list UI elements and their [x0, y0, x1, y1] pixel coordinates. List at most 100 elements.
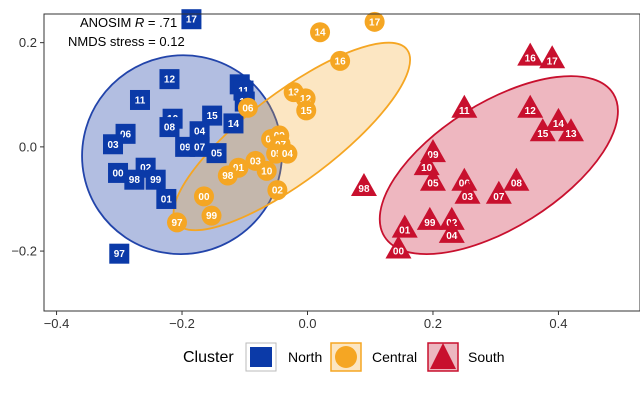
south-point-14: 14: [545, 107, 572, 131]
triangle-marker: [419, 167, 446, 191]
south-point-05: 05: [419, 167, 446, 191]
point-label: 04: [282, 149, 294, 160]
triangle-marker: [557, 118, 584, 142]
point-label: 00: [198, 192, 210, 203]
triangle-marker: [385, 235, 412, 259]
plot-panel-border: [43, 13, 640, 312]
point-label: 98: [358, 184, 370, 195]
square-marker: [159, 117, 180, 138]
legend-label-central: Central: [372, 349, 417, 365]
point-label: 16: [335, 56, 347, 67]
point-label: 11: [459, 106, 470, 117]
triangle-marker: [438, 219, 465, 243]
point-label: 01: [399, 226, 411, 237]
point-label: 14: [228, 119, 240, 130]
y-tick-label: 0.2: [19, 35, 37, 50]
circle-marker: [217, 165, 238, 186]
point-label: 09: [427, 150, 439, 161]
point-label: 03: [250, 156, 262, 167]
square-marker: [206, 143, 227, 164]
circle-marker: [364, 11, 385, 32]
north-point-08: 08: [159, 117, 180, 138]
point-label: 13: [288, 88, 300, 99]
south-point-99: 99: [416, 206, 443, 230]
south-point-00: 00: [385, 235, 412, 259]
point-label: 08: [511, 179, 523, 190]
point-label: 97: [114, 249, 126, 260]
north-point-14: 14: [223, 113, 244, 134]
central-point-97: 97: [167, 212, 188, 233]
y-axis: −0.2 0.0 0.2: [11, 35, 44, 259]
point-label: 12: [300, 94, 312, 105]
x-tick-label: 0.2: [424, 316, 442, 331]
north-point-98: 98: [124, 169, 145, 190]
x-tick-label: −0.2: [169, 316, 195, 331]
north-point-99: 99: [145, 169, 166, 190]
point-label: 13: [565, 129, 577, 140]
central-point-10: 10: [256, 160, 277, 181]
point-label: 04: [446, 231, 458, 242]
y-tick-label: 0.0: [19, 139, 37, 154]
triangle-marker: [503, 167, 530, 191]
point-label: 01: [233, 163, 245, 174]
point-label: 03: [107, 140, 119, 151]
stats-annotation: ANOSIM R = .71 NMDS stress = 0.12: [68, 15, 185, 49]
square-marker: [124, 169, 145, 190]
triangle-marker: [539, 45, 566, 69]
point-label: 06: [120, 129, 132, 140]
square-marker: [159, 69, 180, 90]
x-axis: −0.4 −0.2 0.0 0.2 0.4: [44, 311, 567, 331]
square-marker: [202, 105, 223, 126]
north-point-11: 11: [129, 89, 150, 110]
square-marker: [189, 121, 210, 142]
square-marker: [103, 134, 124, 155]
legend-key-south: [427, 342, 459, 372]
point-label: 02: [140, 163, 152, 174]
legend: Cluster North Central South: [183, 342, 505, 372]
legend-triangle-icon: [430, 343, 456, 369]
square-marker: [129, 89, 150, 110]
south-point-17: 17: [539, 45, 566, 69]
circle-marker: [296, 100, 317, 121]
point-label: 03: [462, 192, 474, 203]
triangle-marker: [485, 180, 512, 204]
point-label: 07: [493, 192, 505, 203]
square-marker: [189, 136, 210, 157]
square-marker: [223, 113, 244, 134]
circle-marker: [201, 205, 222, 226]
point-label: 98: [222, 171, 234, 182]
south-point-16: 16: [517, 42, 544, 66]
square-marker: [145, 169, 166, 190]
central-point-17: 17: [364, 11, 385, 32]
point-label: 97: [171, 218, 183, 229]
north-point-04: 04: [189, 121, 210, 142]
point-label: 14: [314, 28, 326, 39]
central-point-98: 98: [217, 165, 238, 186]
circle-marker: [167, 212, 188, 233]
triangle-marker: [529, 118, 556, 142]
y-tick-label: −0.2: [11, 244, 37, 259]
south-point-13: 13: [557, 118, 584, 142]
central-point-00: 00: [193, 186, 214, 207]
nmds-stress-annotation: NMDS stress = 0.12: [68, 34, 185, 49]
point-layer: 1712161111131510140804060309070502009899…: [103, 9, 584, 264]
anosim-annotation: ANOSIM R = .71: [80, 15, 177, 30]
point-label: 15: [207, 111, 219, 122]
north-point-01: 01: [156, 188, 177, 209]
north-point-03: 03: [103, 134, 124, 155]
circle-marker: [310, 22, 331, 43]
triangle-marker: [438, 206, 465, 230]
square-marker: [156, 188, 177, 209]
circle-marker: [267, 180, 288, 201]
north-point-17: 17: [181, 9, 202, 30]
circle-marker: [237, 97, 258, 118]
legend-key-central: [330, 342, 362, 372]
point-label: 05: [427, 179, 439, 190]
point-label: 11: [135, 95, 146, 106]
point-label: 98: [129, 175, 141, 186]
north-point-05: 05: [206, 143, 227, 164]
north-point-97: 97: [109, 243, 130, 264]
south-point-15: 15: [529, 118, 556, 142]
point-label: 12: [164, 75, 176, 86]
point-label: 17: [369, 17, 381, 28]
